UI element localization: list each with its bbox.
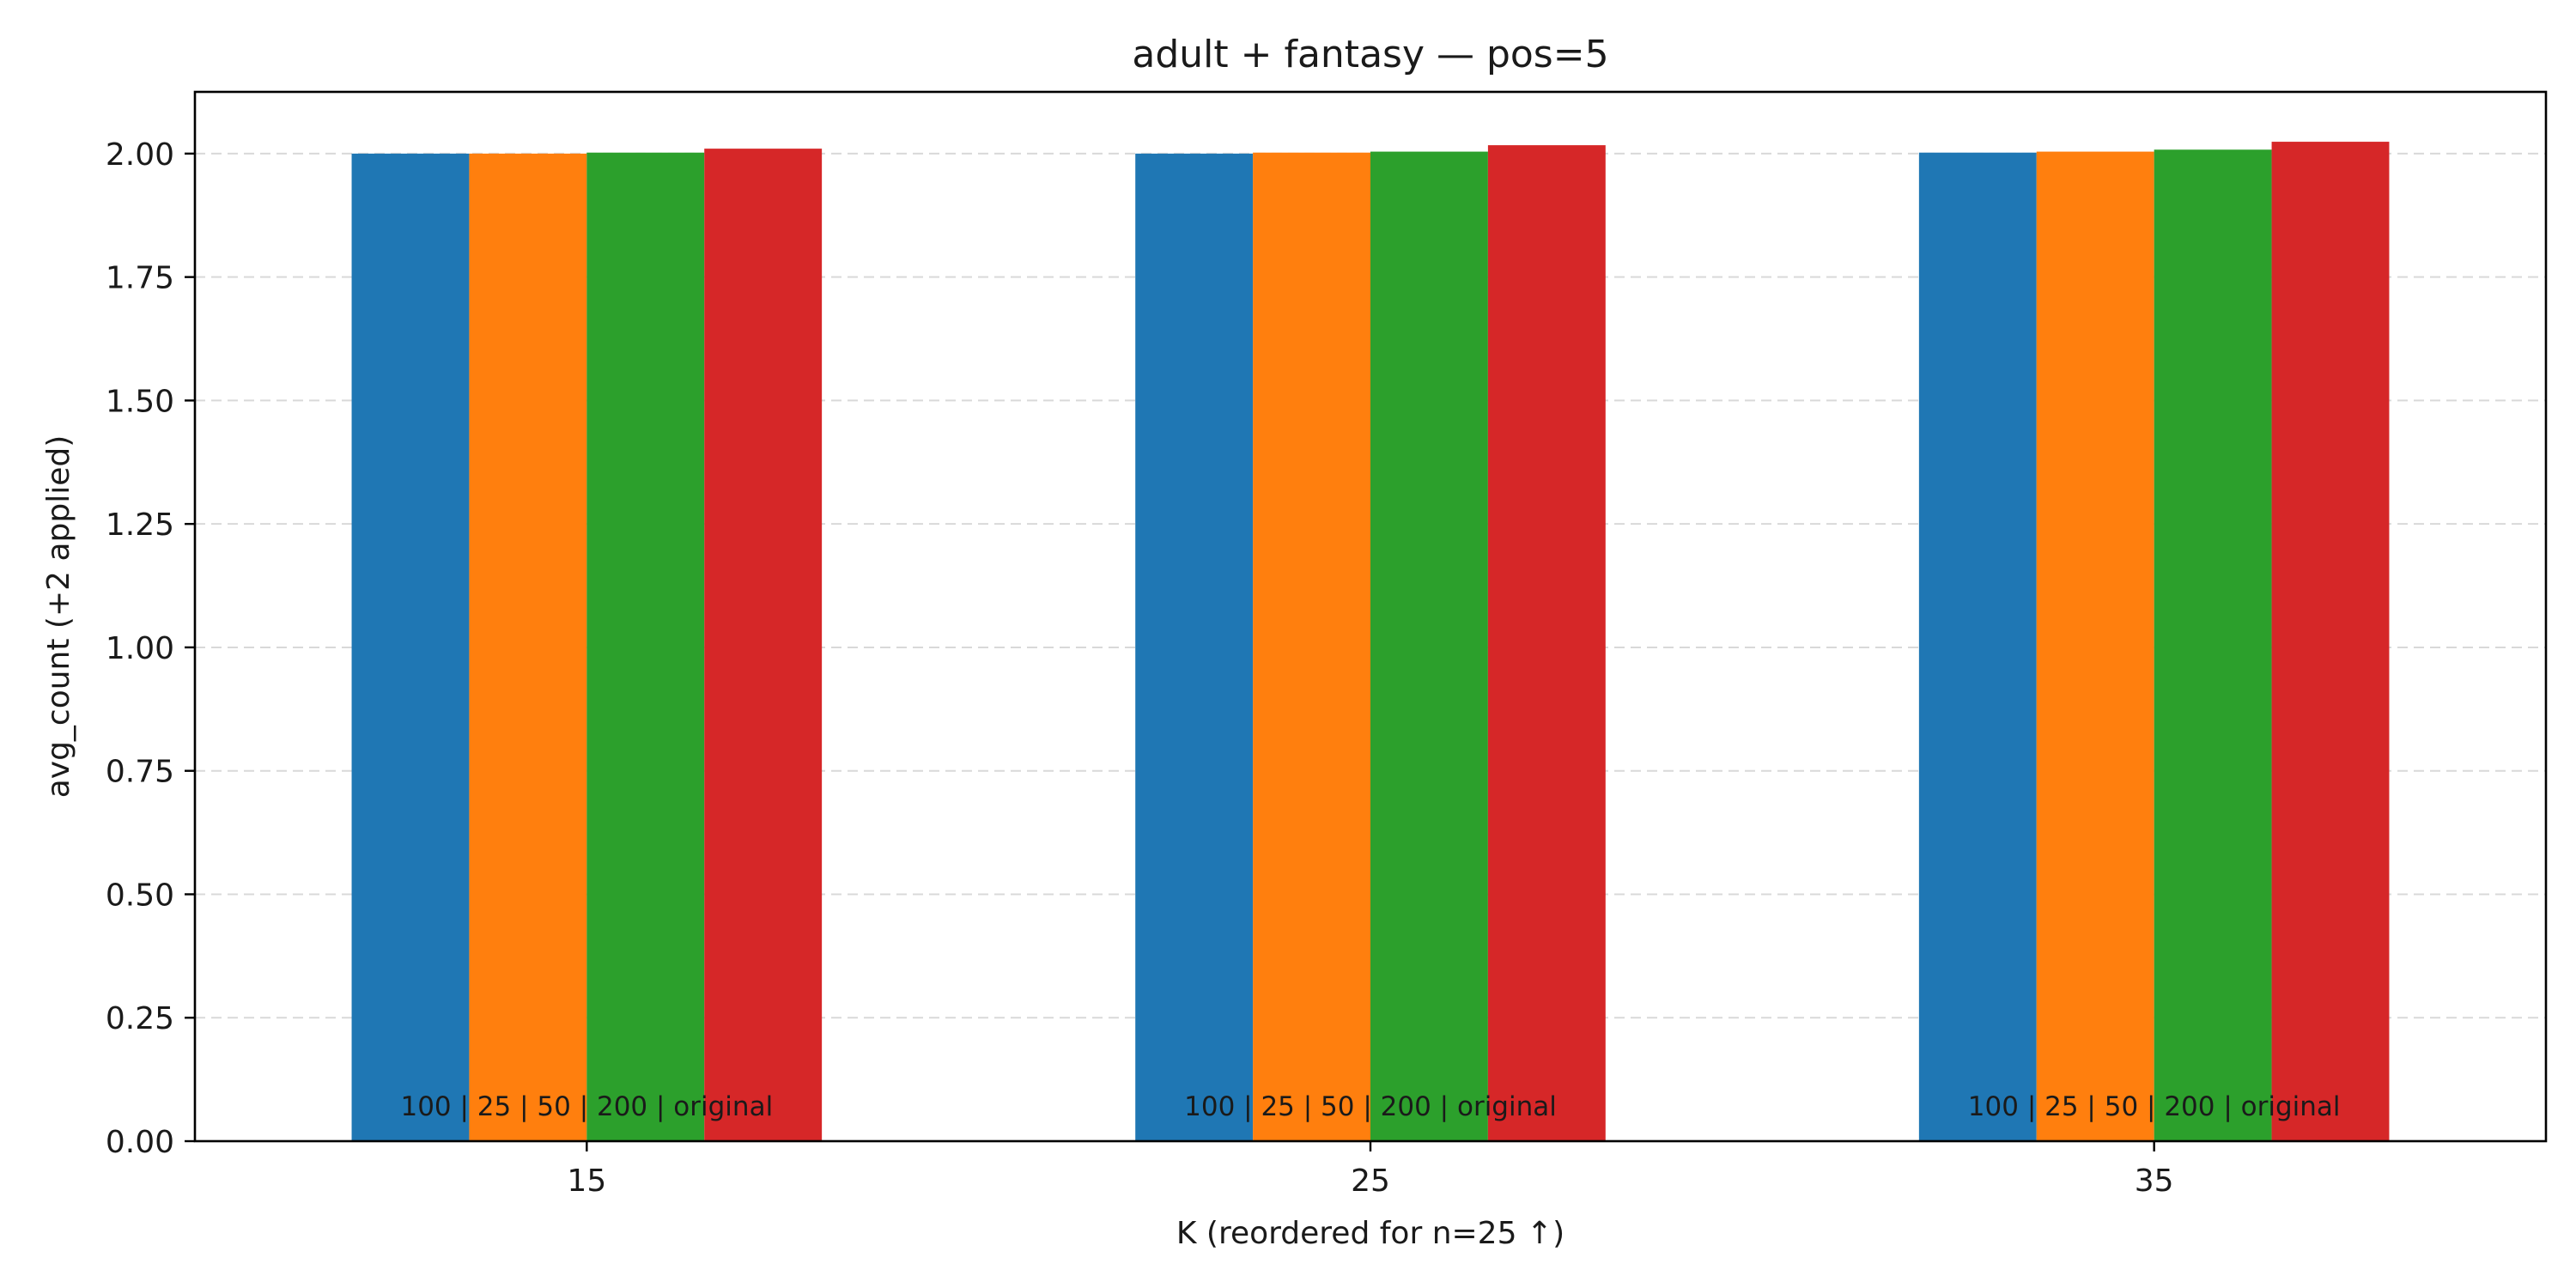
x-axis-ticks: 15 25 35 bbox=[567, 1141, 2173, 1199]
bar-annotation: 100 | 25 | 50 | 200 | original bbox=[1968, 1091, 2341, 1122]
bars bbox=[352, 142, 2390, 1141]
x-tick-label: 25 bbox=[1351, 1163, 1390, 1199]
bar bbox=[469, 154, 586, 1141]
x-tick-label: 15 bbox=[567, 1163, 606, 1199]
bar-annotations: 100 | 25 | 50 | 200 | original 100 | 25 |… bbox=[400, 1091, 2340, 1122]
y-tick-label: 1.25 bbox=[106, 507, 174, 543]
y-tick-label: 2.00 bbox=[106, 137, 174, 173]
bar bbox=[2037, 152, 2154, 1141]
chart-title: adult + fantasy — pos=5 bbox=[1132, 33, 1608, 76]
y-tick-label: 0.25 bbox=[106, 1001, 174, 1036]
bar bbox=[586, 153, 704, 1141]
bar bbox=[1253, 153, 1370, 1141]
bar bbox=[2272, 142, 2390, 1141]
y-axis-label: avg_count (+2 applied) bbox=[41, 435, 76, 799]
y-tick-label: 1.00 bbox=[106, 631, 174, 666]
bar bbox=[704, 149, 822, 1141]
y-axis-ticks: 0.00 0.25 0.50 0.75 1.00 1.25 1.50 1.75 2.00 bbox=[106, 137, 195, 1160]
x-axis-label: K (reordered for n=25 ↑) bbox=[1176, 1216, 1564, 1251]
x-tick-label: 35 bbox=[2135, 1163, 2174, 1199]
bar bbox=[1370, 152, 1488, 1141]
bar bbox=[2154, 149, 2272, 1141]
bar bbox=[1135, 154, 1253, 1141]
bar bbox=[1919, 153, 2037, 1141]
y-tick-label: 1.75 bbox=[106, 261, 174, 296]
y-tick-label: 0.00 bbox=[106, 1125, 174, 1160]
y-tick-label: 1.50 bbox=[106, 384, 174, 419]
y-tick-label: 0.75 bbox=[106, 755, 174, 790]
bar-annotation: 100 | 25 | 50 | 200 | original bbox=[1184, 1091, 1557, 1122]
bar bbox=[352, 154, 470, 1141]
bar bbox=[1488, 145, 1606, 1141]
bar-annotation: 100 | 25 | 50 | 200 | original bbox=[400, 1091, 773, 1122]
y-tick-label: 0.50 bbox=[106, 878, 174, 913]
